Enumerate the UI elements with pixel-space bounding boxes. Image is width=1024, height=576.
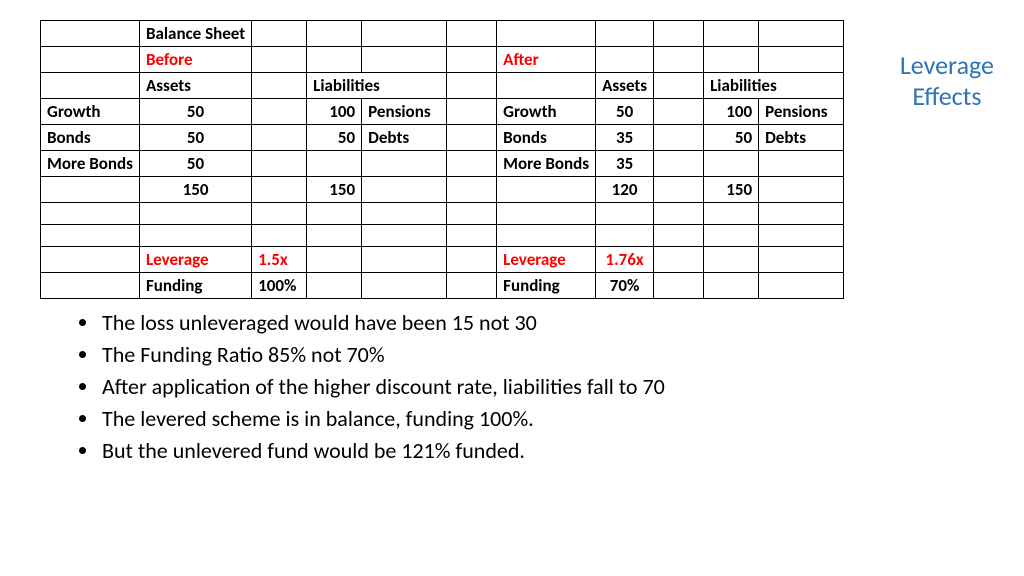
table-row: Balance Sheet xyxy=(41,21,844,47)
cell-balance-sheet: Balance Sheet xyxy=(139,21,251,47)
table-row: More Bonds 50 More Bonds 35 xyxy=(41,151,844,177)
table-row: Funding 100% Funding 70% xyxy=(41,273,844,299)
cell-assets-after: Assets xyxy=(596,73,654,99)
table-row: 150 150 120 150 xyxy=(41,177,844,203)
balance-sheet-table: Balance Sheet Before After Assets Liabil… xyxy=(40,20,844,299)
cell-liabilities-after: Liabilities xyxy=(704,73,844,99)
table-row xyxy=(41,203,844,225)
list-item: The loss unleveraged would have been 15 … xyxy=(100,307,1004,339)
title-line1: Leverage xyxy=(900,49,994,81)
cell-liabilities-before: Liabilities xyxy=(307,73,447,99)
table-row: Growth 50 100 Pensions Growth 50 100 Pen… xyxy=(41,99,844,125)
slide-title: Leverage Effects xyxy=(900,50,994,112)
cell-leverage-l: Leverage xyxy=(139,247,251,273)
table-row: Bonds 50 50 Debts Bonds 35 50 Debts xyxy=(41,125,844,151)
bullet-list: The loss unleveraged would have been 15 … xyxy=(100,307,1004,466)
title-line2: Effects xyxy=(912,80,981,112)
cell-after: After xyxy=(497,47,596,73)
list-item: The Funding Ratio 85% not 70% xyxy=(100,339,1004,371)
cell-growth-l: Growth xyxy=(41,99,140,125)
list-item: After application of the higher discount… xyxy=(100,371,1004,403)
table-row: Assets Liabilities Assets Liabilities xyxy=(41,73,844,99)
table-row xyxy=(41,225,844,247)
list-item: The levered scheme is in balance, fundin… xyxy=(100,403,1004,435)
list-item: But the unlevered fund would be 121% fun… xyxy=(100,435,1004,467)
table-row: Before After xyxy=(41,47,844,73)
table-row: Leverage 1.5x Leverage 1.76x xyxy=(41,247,844,273)
cell-before: Before xyxy=(139,47,251,73)
cell-assets-before: Assets xyxy=(139,73,251,99)
cell-funding-l: Funding xyxy=(139,273,251,299)
